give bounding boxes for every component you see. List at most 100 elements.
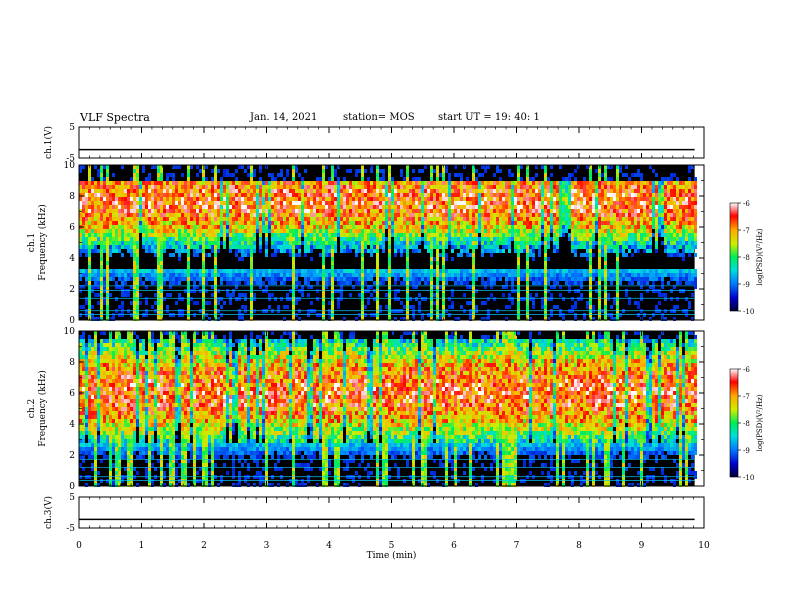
psd-cell xyxy=(100,213,103,217)
psd-cell xyxy=(106,205,109,209)
psd-cell xyxy=(241,313,244,317)
psd-cell xyxy=(187,221,190,225)
psd-cell xyxy=(361,273,364,277)
psd-cell xyxy=(313,201,316,205)
psd-cell xyxy=(88,257,91,261)
psd-cell xyxy=(511,225,514,229)
psd-cell xyxy=(610,277,613,281)
psd-cell xyxy=(373,237,376,241)
psd-cell xyxy=(514,213,517,217)
psd-cell xyxy=(79,253,82,257)
psd-cell xyxy=(436,169,439,173)
psd-cell xyxy=(493,185,496,189)
psd-cell xyxy=(268,273,271,277)
psd-cell xyxy=(352,205,355,209)
psd-cell xyxy=(361,233,364,237)
psd-cell xyxy=(253,237,256,241)
psd-cell xyxy=(577,281,580,285)
psd-cell xyxy=(277,269,280,273)
psd-cell xyxy=(487,189,490,193)
psd-cell xyxy=(511,193,514,197)
psd-cell xyxy=(466,209,469,213)
psd-cell xyxy=(106,277,109,281)
psd-cell xyxy=(160,281,163,285)
psd-cell xyxy=(244,249,247,253)
psd-cell xyxy=(295,205,298,209)
psd-cell xyxy=(394,237,397,241)
psd-cell xyxy=(151,165,154,169)
psd-cell xyxy=(439,201,442,205)
psd-cell xyxy=(598,193,601,197)
psd-cell xyxy=(418,273,421,277)
psd-cell xyxy=(409,233,412,237)
psd-cell xyxy=(94,237,97,241)
psd-cell xyxy=(478,213,481,217)
psd-cell xyxy=(322,221,325,225)
psd-cell xyxy=(232,217,235,221)
psd-cell xyxy=(433,257,436,261)
psd-cell xyxy=(289,229,292,233)
psd-cell xyxy=(169,241,172,245)
psd-cell xyxy=(88,217,91,221)
psd-cell xyxy=(550,181,553,185)
psd-cell xyxy=(310,209,313,213)
psd-cell xyxy=(277,209,280,213)
psd-cell xyxy=(529,213,532,217)
psd-cell xyxy=(310,217,313,221)
psd-cell xyxy=(223,217,226,221)
psd-cell xyxy=(523,181,526,185)
psd-cell xyxy=(460,201,463,205)
psd-cell xyxy=(361,201,364,205)
psd-cell xyxy=(403,217,406,221)
psd-cell xyxy=(490,189,493,193)
psd-cell xyxy=(232,189,235,193)
psd-cell xyxy=(373,217,376,221)
psd-cell xyxy=(130,233,133,237)
psd-cell xyxy=(493,281,496,285)
psd-cell xyxy=(172,233,175,237)
psd-cell xyxy=(247,181,250,185)
psd-cell xyxy=(196,213,199,217)
psd-cell xyxy=(259,285,262,289)
psd-cell xyxy=(370,169,373,173)
psd-cell xyxy=(97,237,100,241)
psd-cell xyxy=(364,245,367,249)
psd-cell xyxy=(235,281,238,285)
psd-cell xyxy=(202,205,205,209)
psd-cell xyxy=(274,181,277,185)
psd-cell xyxy=(91,189,94,193)
psd-cell xyxy=(283,237,286,241)
psd-cell xyxy=(490,269,493,273)
psd-cell xyxy=(460,281,463,285)
psd-cell xyxy=(361,173,364,177)
psd-cell xyxy=(616,209,619,213)
psd-cell xyxy=(190,273,193,277)
psd-cell xyxy=(472,317,475,321)
psd-cell xyxy=(292,201,295,205)
psd-cell xyxy=(319,245,322,249)
psd-cell xyxy=(187,289,190,293)
psd-cell xyxy=(454,245,457,249)
psd-cell xyxy=(349,221,352,225)
psd-cell xyxy=(481,217,484,221)
psd-cell xyxy=(382,249,385,253)
psd-cell xyxy=(79,209,82,213)
psd-cell xyxy=(502,269,505,273)
psd-cell xyxy=(421,229,424,233)
psd-cell xyxy=(520,185,523,189)
psd-cell xyxy=(94,229,97,233)
psd-cell xyxy=(142,205,145,209)
psd-cell xyxy=(610,221,613,225)
psd-cell xyxy=(469,245,472,249)
psd-cell xyxy=(244,189,247,193)
psd-cell xyxy=(217,197,220,201)
psd-cell xyxy=(211,209,214,213)
psd-cell xyxy=(232,269,235,273)
psd-cell xyxy=(250,205,253,209)
ch1-voltage-tick-label: -5 xyxy=(66,154,75,164)
psd-cell xyxy=(322,237,325,241)
psd-cell xyxy=(388,317,391,321)
psd-cell xyxy=(511,269,514,273)
psd-cell xyxy=(280,213,283,217)
psd-cell xyxy=(571,189,574,193)
